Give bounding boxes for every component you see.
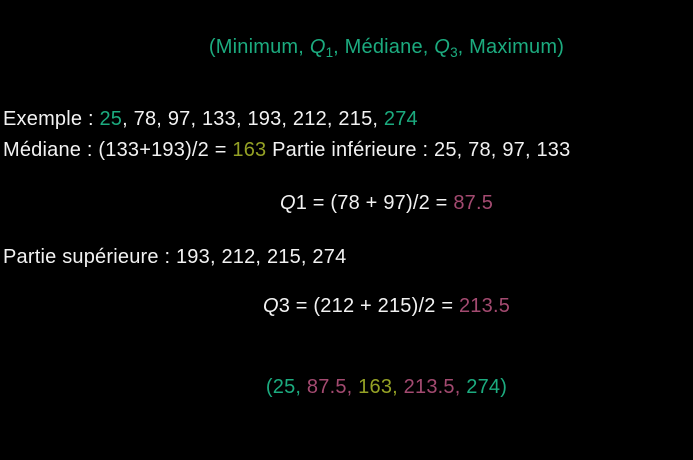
example-line: Exemple : 25, 78, 97, 133, 193, 212, 215… — [3, 108, 418, 131]
text-segment: 163 — [232, 139, 267, 161]
text-segment: , Maximum) — [457, 36, 565, 58]
text-segment: 213.5 — [403, 376, 455, 398]
text-segment: ) — [500, 376, 508, 398]
five-number-summary: (25, 87.5, 163, 213.5, 274) — [0, 376, 693, 399]
text-segment: 87.5 — [453, 192, 494, 214]
text-segment: Q — [434, 36, 451, 58]
text-segment: 3 = (212 + 215)/2 = — [278, 295, 459, 317]
text-segment: 3 — [450, 44, 458, 60]
text-segment: Exemple : — [3, 108, 100, 130]
text-segment: , — [295, 376, 307, 398]
median-line: Médiane : (133+193)/2 = 163 Partie infér… — [3, 139, 570, 162]
text-segment: , 78, 97, 133, 193, 212, 215, — [122, 108, 384, 130]
text-segment: Partie inférieure : 25, 78, 97, 133 — [266, 139, 571, 161]
text-segment: Q — [279, 192, 296, 214]
text-segment: Q — [309, 36, 326, 58]
page-title: (Minimum, Q1, Médiane, Q3, Maximum) — [0, 36, 693, 60]
text-segment: , — [454, 376, 467, 398]
text-segment: Q — [262, 295, 279, 317]
text-segment: 274 — [466, 376, 501, 398]
text-segment: 25 — [272, 376, 296, 398]
text-segment: 213.5 — [458, 295, 511, 317]
text-segment: 274 — [383, 108, 418, 130]
text-segment: 87.5 — [306, 376, 347, 398]
text-segment: (Minimum, — [208, 36, 310, 58]
text-segment: 1 = (78 + 97)/2 = — [295, 192, 454, 214]
text-segment: , — [392, 376, 404, 398]
text-segment: 1 — [325, 44, 334, 60]
text-segment: Médiane : (133+193)/2 = — [3, 139, 233, 161]
upper-part-line: Partie supérieure : 193, 212, 215, 274 — [3, 246, 346, 269]
text-segment: 163 — [358, 376, 393, 398]
text-segment: Partie supérieure : 193, 212, 215, 274 — [3, 246, 347, 268]
text-segment: 25 — [99, 108, 123, 130]
text-segment: ( — [265, 376, 273, 398]
text-segment: , Médiane, — [333, 36, 435, 58]
text-segment: , — [346, 376, 359, 398]
q3-formula-line: Q3 = (212 + 215)/2 = 213.5 — [0, 295, 693, 318]
q1-formula-line: Q1 = (78 + 97)/2 = 87.5 — [0, 192, 693, 215]
